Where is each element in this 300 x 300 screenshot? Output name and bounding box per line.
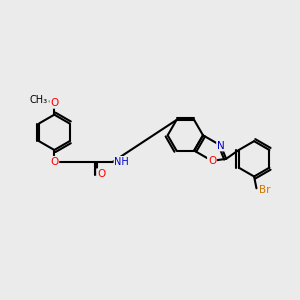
Text: O: O <box>208 156 216 166</box>
Text: O: O <box>97 169 105 179</box>
Text: NH: NH <box>114 157 129 167</box>
Text: N: N <box>217 141 225 151</box>
Text: Br: Br <box>260 185 271 195</box>
Text: O: O <box>50 157 58 167</box>
Text: CH₃: CH₃ <box>30 95 48 105</box>
Text: O: O <box>50 98 58 108</box>
